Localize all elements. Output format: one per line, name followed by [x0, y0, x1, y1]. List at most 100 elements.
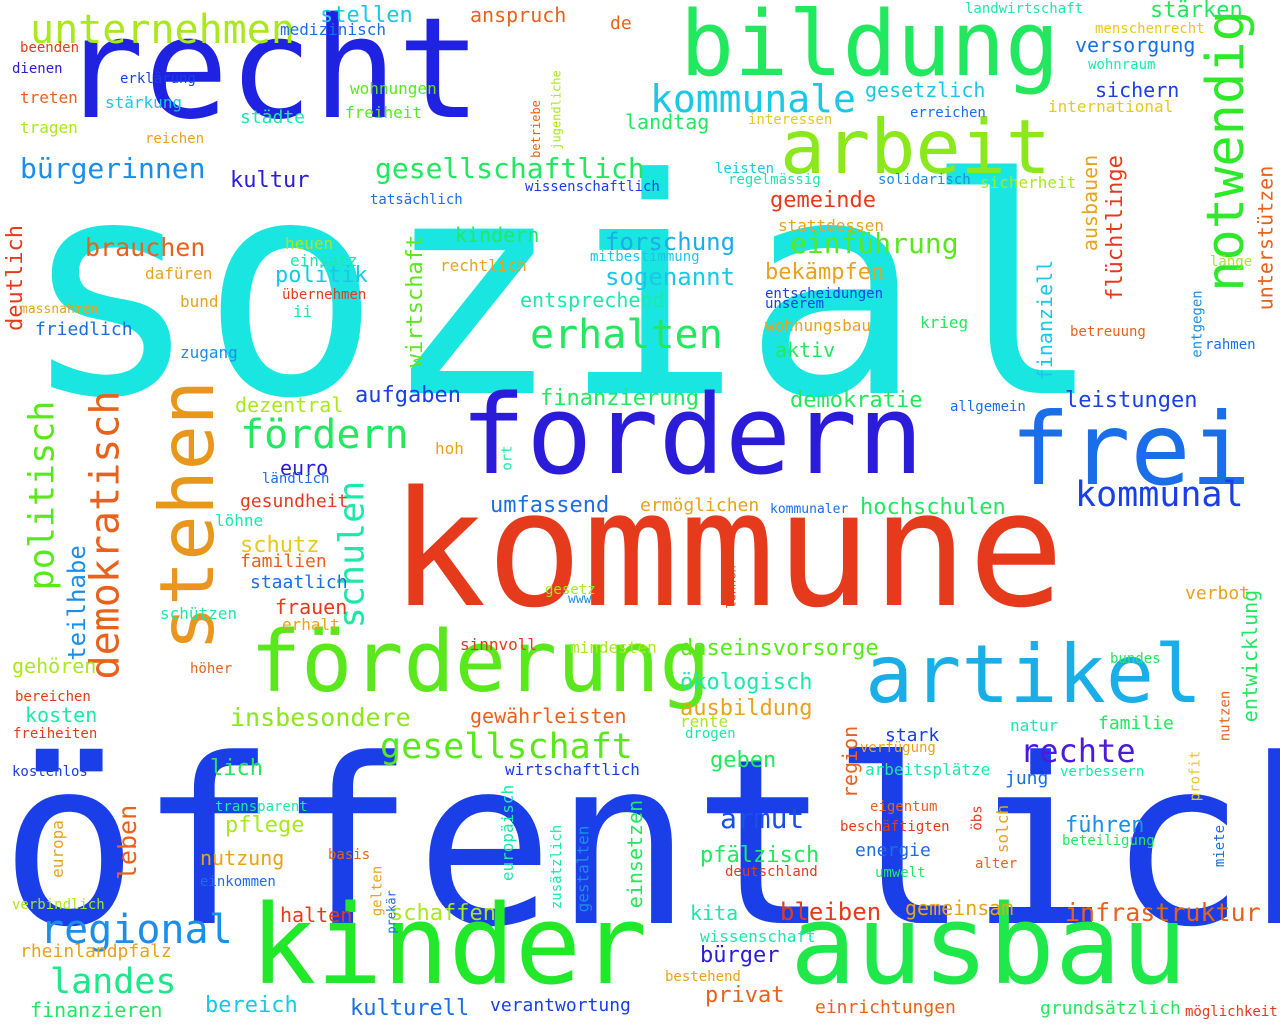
word-sinnvoll: sinnvoll — [460, 635, 538, 654]
word-gesetzlich: gesetzlich — [865, 78, 986, 102]
word-kommunal: kommunal — [1075, 475, 1244, 515]
word-schaffen: schaffen — [390, 901, 496, 926]
word-erhalt: erhalt — [282, 615, 340, 634]
word-sogenannt: sogenannt — [605, 263, 736, 291]
word-rahmen: rahmen — [1205, 337, 1256, 353]
word-nutzen: nutzen — [1216, 690, 1233, 741]
word-geben: geben — [710, 748, 777, 773]
word-alter: alter — [975, 856, 1018, 872]
word-einsetzen: einsetzen — [623, 799, 648, 909]
word-dezentral: dezentral — [235, 393, 344, 417]
word-öbs: öbs — [969, 804, 986, 831]
word-erklärung: erklärung — [120, 71, 196, 87]
word-unserem: unserem — [765, 296, 825, 312]
word-ländlich: ländlich — [262, 471, 330, 487]
word-rheinlandpfalz: rheinlandpfalz — [20, 941, 172, 962]
word-möglichkeit: möglichkeit — [1185, 1004, 1278, 1020]
word-insbesondere: insbesondere — [230, 703, 411, 732]
word-leistungen: leistungen — [1065, 388, 1198, 413]
word-gesetz: gesetz — [545, 582, 596, 598]
word-verbessern: verbessern — [1060, 764, 1145, 780]
word-energie: energie — [855, 840, 931, 861]
word-reichen: reichen — [145, 131, 205, 147]
word-wohnungen: wohnungen — [350, 79, 437, 98]
word-landes: landes — [50, 962, 177, 1002]
word-übernehmen: übernehmen — [282, 287, 367, 303]
word-daseinsvorsorge: daseinsvorsorge — [680, 636, 879, 661]
word-ausbau: ausbau — [790, 881, 1188, 1009]
word-ermöglichen: ermöglichen — [640, 495, 760, 516]
word-freiheit: freiheit — [345, 103, 423, 122]
word-gewährleisten: gewährleisten — [470, 704, 627, 728]
word-verfügung: verfügung — [860, 740, 936, 756]
word-verbindlich: verbindlich — [12, 897, 105, 913]
word-verbot: verbot — [1185, 583, 1251, 604]
word-frauen: frauen — [275, 595, 348, 619]
word-kita: kita — [690, 901, 739, 925]
word-lehnen: lehnen — [724, 564, 739, 609]
word-ökologisch: ökologisch — [680, 670, 813, 695]
word-kinder: kinder — [250, 881, 648, 1009]
word-erreichen: erreichen — [910, 105, 986, 121]
word-stellen: stellen — [320, 3, 413, 28]
word-unternehmen: unternehmen — [30, 7, 295, 53]
word-löhne: löhne — [215, 511, 264, 530]
word-transparent: transparent — [215, 799, 308, 815]
word-gesundheit: gesundheit — [240, 491, 349, 512]
word-regelmässig: regelmässig — [728, 172, 821, 188]
word-bereichen: bereichen — [15, 689, 91, 705]
word-mindesten: mindesten — [570, 638, 657, 657]
word-betreuung: betreuung — [1070, 324, 1146, 340]
word-fördern: fördern — [240, 412, 409, 458]
word-länge: länge — [1210, 254, 1253, 270]
word-wissenschaft: wissenschaft — [700, 927, 816, 946]
word-halten: halten — [280, 903, 353, 927]
word-sozial: sozial — [20, 115, 1104, 464]
word-leben: leben — [113, 804, 143, 881]
word-rente: rente — [680, 712, 729, 731]
word-kultur: kultur — [230, 168, 310, 193]
word-erhalten: erhalten — [530, 312, 723, 358]
word-hoh: hoh — [435, 439, 464, 458]
word-entsprechend: entsprechend — [520, 288, 665, 312]
word-wirtschaftlich: wirtschaftlich — [505, 760, 640, 779]
word-einsatz: einsatz — [290, 251, 358, 270]
word-pflege: pflege — [225, 813, 305, 838]
word-umwelt: umwelt — [875, 865, 926, 881]
word-infrastruktur: infrastruktur — [1065, 898, 1261, 927]
word-krieg: krieg — [920, 313, 969, 332]
word-landtag: landtag — [625, 110, 710, 134]
word-teilhabe: teilhabe — [62, 545, 91, 661]
word-wohnungsbau: wohnungsbau — [765, 316, 871, 335]
word-arbeit: arbeit — [780, 103, 1051, 191]
word-versorgung: versorgung — [1075, 33, 1196, 57]
word-bereich: bereich — [205, 993, 298, 1018]
word-kulturell: kulturell — [350, 996, 470, 1021]
word-zugang: zugang — [180, 343, 238, 362]
word-schützen: schützen — [160, 604, 238, 623]
word-tragen: tragen — [20, 118, 78, 137]
word-regional: regional — [40, 907, 233, 953]
word-kommunale: kommunale — [650, 77, 856, 121]
word-international: international — [1048, 97, 1174, 116]
word-wohnraum: wohnraum — [1088, 57, 1156, 73]
word-bürgerinnen: bürgerinnen — [20, 152, 206, 185]
word-öffentlich: öffentlich — [0, 711, 1280, 978]
word-euro: euro — [280, 456, 329, 480]
word-eigentum: eigentum — [870, 799, 938, 815]
word-de: de — [610, 13, 632, 34]
word-schutz: schutz — [240, 533, 320, 558]
word-aktiv: aktiv — [775, 338, 836, 362]
word-politik: politik — [275, 263, 368, 288]
word-kosten: kosten — [25, 703, 98, 727]
word-recht: recht — [60, 0, 482, 151]
word-europa: europa — [47, 820, 67, 878]
word-entgegen: entgegen — [1189, 289, 1206, 358]
word-kindern: kindern — [455, 223, 540, 247]
word-ort: ort — [499, 444, 516, 471]
word-anspruch: anspruch — [470, 3, 567, 27]
word-armut: armut — [720, 802, 805, 835]
word-aufgaben: aufgaben — [355, 383, 461, 408]
word-hochschulen: hochschulen — [860, 495, 1006, 520]
word-politisch: politisch — [21, 400, 62, 590]
